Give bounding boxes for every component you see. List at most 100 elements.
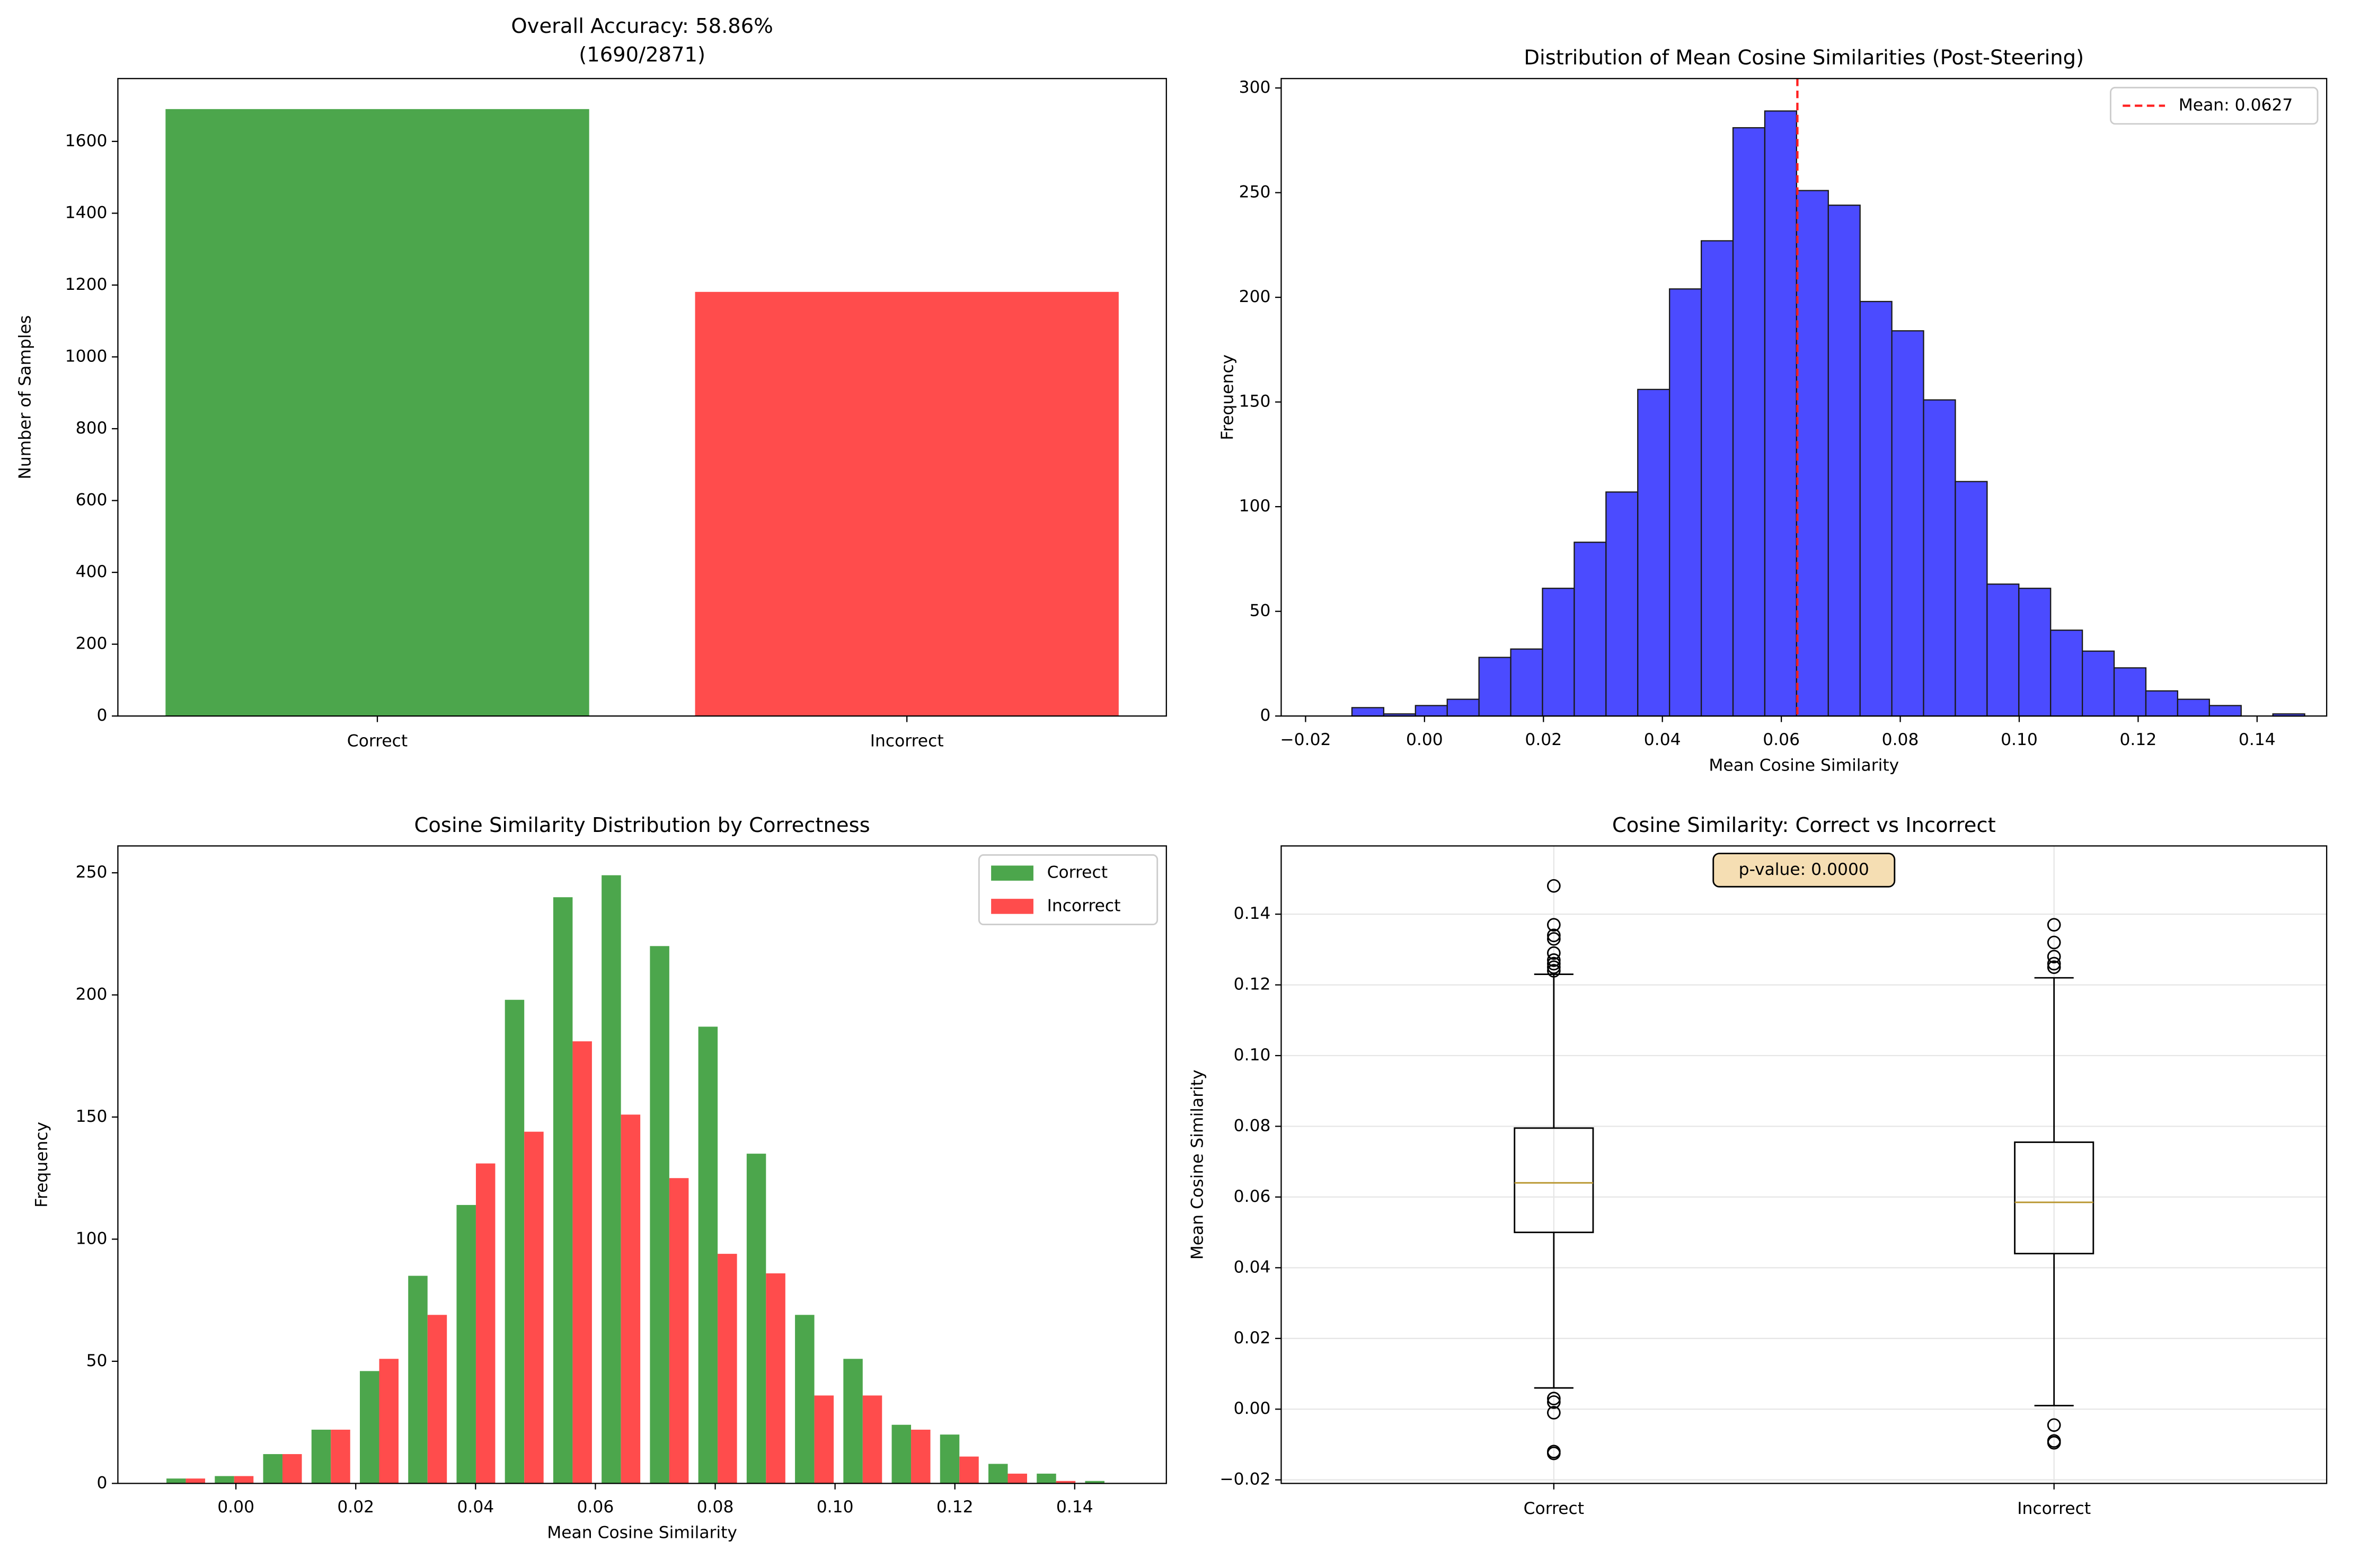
y-tick-label: 0 [97,706,108,725]
y-tick-label: 250 [1239,183,1271,202]
histogram-bar [988,1464,1008,1484]
histogram-bar [456,1204,476,1484]
histogram-bar [766,1273,785,1484]
y-tick-label: 800 [76,419,108,438]
box [1514,1127,1594,1234]
histogram-bar [572,1041,592,1484]
flier [1547,960,1561,975]
x-tick-label: Correct [347,732,408,751]
histogram-bar [621,1114,641,1484]
y-axis-label: Frequency [1218,355,1237,440]
axes-frame [1280,845,2328,1484]
flier [1547,953,1561,967]
histogram-bar [1037,1473,1056,1484]
y-tick-label: 100 [1239,497,1271,516]
histogram-bar [505,999,525,1484]
histogram-bar [2113,667,2147,717]
x-tick-label: 0.00 [1406,730,1443,749]
histogram-bar [1827,205,1861,717]
y-tick-label: 0.14 [1234,904,1271,923]
histogram-bar [718,1254,737,1484]
y-tick-label: 0.00 [1234,1399,1271,1418]
x-tick-label: 0.00 [217,1498,254,1517]
histogram-bar [311,1429,331,1484]
histogram-bar [1796,190,1829,717]
y-tick-label: 150 [76,1107,108,1126]
flier [1547,956,1561,971]
y-tick-label: 0.12 [1234,975,1271,994]
box [2014,1141,2094,1255]
flier [1547,918,1561,932]
histogram-bar [408,1275,428,1484]
y-tick-label: −0.02 [1219,1470,1270,1489]
flier [1547,1406,1561,1420]
histogram-bar [1986,583,2020,717]
x-tick-label: 0.10 [2001,730,2038,749]
y-tick-label: 1600 [65,131,108,150]
y-tick-label: 100 [76,1229,108,1248]
flier [1547,946,1561,960]
flier [2047,1436,2061,1450]
x-tick-label: 0.04 [1644,730,1681,749]
x-tick-label: 0.12 [936,1498,974,1517]
flier [1547,964,1561,978]
y-tick-label: 50 [86,1351,108,1370]
flier [2047,1418,2061,1432]
y-tick-label: 0.08 [1234,1116,1271,1135]
flier [1547,879,1561,893]
y-axis-label: Number of Samples [16,315,35,480]
histogram-bar [843,1359,863,1484]
histogram-bar [814,1395,834,1484]
histogram-bar [795,1315,815,1484]
y-tick-label: 600 [76,491,108,510]
histogram-bar [1056,1481,1076,1484]
y-tick-label: 200 [1239,287,1271,306]
histogram-bar [1923,399,1956,717]
y-tick-label: 250 [76,863,108,882]
histogram-bar [1891,330,1924,717]
legend-label: Correct [1047,863,1108,882]
flier [1547,1446,1561,1460]
histogram-bar [234,1476,254,1484]
y-tick-label: 1200 [65,275,108,294]
legend-swatch [991,865,1033,881]
bar [695,291,1119,716]
histogram-bar [1637,388,1670,717]
histogram-bar [940,1434,960,1484]
histogram-bar [1574,542,1607,717]
legend-label: Incorrect [1047,896,1121,915]
histogram-bar [862,1395,882,1484]
flier [2047,950,2061,964]
histogram-bar [891,1424,912,1484]
x-tick-label: 0.06 [1763,730,1800,749]
axes-frame [117,845,1167,1484]
histogram-bar [185,1478,206,1484]
x-tick-label: 0.06 [577,1498,614,1517]
histogram-bar [2177,698,2210,717]
y-tick-label: 0.06 [1234,1187,1271,1206]
histogram-bar [2145,690,2179,717]
x-tick-label: 0.10 [817,1498,854,1517]
chart-title: Cosine Similarity Distribution by Correc… [414,813,870,837]
histogram-bar [1859,300,1893,717]
bar [165,109,589,716]
histogram-bar [1351,707,1385,717]
histogram-bar [359,1371,379,1484]
annotation: p-value: 0.0000 [1739,860,1869,879]
histogram-bar [1478,657,1511,717]
y-tick-label: 0.02 [1234,1328,1271,1348]
x-axis-label: Mean Cosine Similarity [547,1523,737,1542]
chart-subtitle: (1690/2871) [579,43,705,67]
x-tick-label: 0.12 [2120,730,2157,749]
histogram-bar [1732,127,1766,717]
histogram-bar [1542,588,1575,717]
y-tick-label: 1000 [65,347,108,366]
histogram-bar [475,1163,496,1484]
flier [1547,928,1561,943]
y-tick-label: 0.10 [1234,1046,1271,1065]
histogram-bar [2018,588,2052,717]
x-tick-label: 0.02 [337,1498,374,1517]
histogram-bar [282,1454,302,1484]
histogram-bar [1955,481,1988,717]
